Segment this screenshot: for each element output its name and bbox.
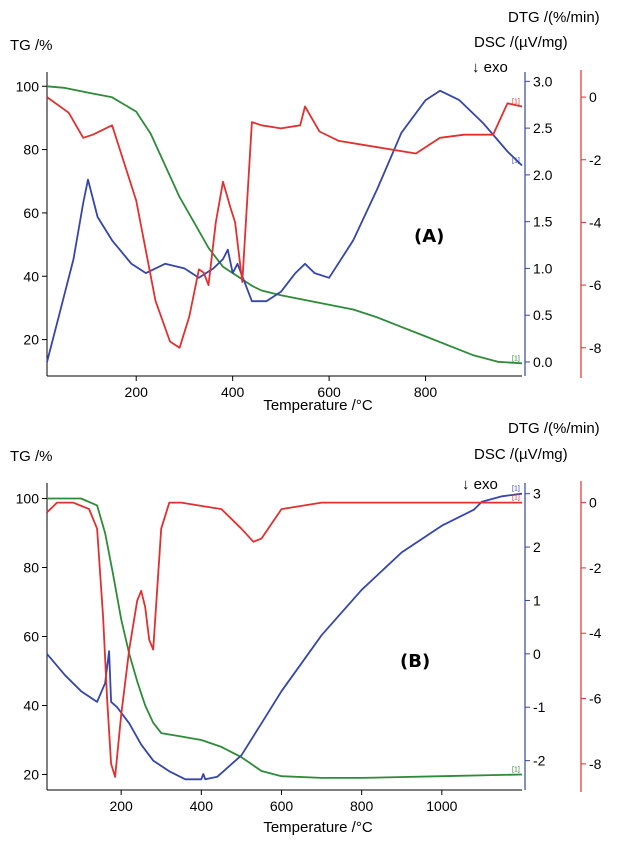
dtg-curve bbox=[46, 501, 522, 778]
x-axis-title: Temperature /°C bbox=[263, 397, 373, 414]
tg-tick-label: 80 bbox=[23, 560, 39, 576]
dtg-tick-label: 0 bbox=[589, 495, 597, 511]
x-tick-label: 200 bbox=[109, 798, 133, 814]
dsc-tick-label: -2 bbox=[533, 753, 546, 769]
dsc-tick-label: 3.0 bbox=[533, 73, 553, 89]
dtg-axis-title: DTG /(%/min) bbox=[508, 420, 600, 437]
panel-label: (B) bbox=[400, 651, 430, 672]
dsc-tick-label: 1 bbox=[533, 592, 541, 608]
tg-curve bbox=[46, 85, 523, 365]
x-tick-label: 1000 bbox=[426, 798, 457, 814]
tg-tick-label: 80 bbox=[23, 142, 39, 158]
dtg-tick-label: -2 bbox=[589, 560, 602, 576]
dsc-curve-end-marker: [1] bbox=[512, 158, 520, 165]
x-tick-label: 800 bbox=[414, 384, 438, 400]
tg-curve-end-marker: [1] bbox=[512, 766, 520, 773]
x-tick-label: 600 bbox=[270, 798, 294, 814]
dsc-tick-label: 1.0 bbox=[533, 260, 553, 276]
dtg-tick-label: -8 bbox=[589, 340, 602, 356]
dtg-axis-title: DTG /(%/min) bbox=[508, 9, 600, 26]
tg-tick-label: 100 bbox=[16, 491, 40, 507]
dtg-tick-label: -4 bbox=[589, 625, 602, 641]
exo-indicator: ↓ exo bbox=[462, 476, 498, 493]
tg-axis-title: TG /% bbox=[10, 37, 53, 54]
dsc-tick-label: 0.5 bbox=[533, 307, 553, 323]
dsc-tick-label: -1 bbox=[533, 699, 546, 715]
tg-tick-label: 40 bbox=[23, 268, 39, 284]
dtg-curve bbox=[46, 96, 523, 349]
x-tick-label: 800 bbox=[350, 798, 374, 814]
dsc-tick-label: 2.5 bbox=[533, 120, 553, 136]
dtg-tick-label: -4 bbox=[589, 214, 602, 230]
dsc-curve bbox=[46, 492, 523, 781]
tg-curve-end-marker: [1] bbox=[512, 355, 520, 362]
dsc-axis-title: DSC /(µV/mg) bbox=[474, 34, 568, 51]
dsc-axis-title: DSC /(µV/mg) bbox=[474, 446, 568, 463]
tg-tick-label: 40 bbox=[23, 697, 39, 713]
x-tick-label: 400 bbox=[221, 384, 245, 400]
dtg-curve-end-marker: [1] bbox=[512, 98, 520, 105]
x-tick-label: 400 bbox=[190, 798, 214, 814]
dtg-curve-end-marker: [1] bbox=[512, 495, 520, 502]
dsc-curve bbox=[46, 89, 523, 363]
chart-panel-b: 200 400 600 800 1000 20 40 60 80 100 -2 -1 0 1 2 3 -8 -6 -… bbox=[10, 420, 602, 836]
tg-tick-label: 20 bbox=[23, 332, 39, 348]
x-axis-title: Temperature /°C bbox=[263, 819, 373, 836]
dsc-tick-label: 2.0 bbox=[533, 167, 553, 183]
dsc-tick-label: 3 bbox=[533, 486, 541, 502]
panel-label: (A) bbox=[414, 226, 444, 247]
chart-panel-a: 200 400 600 800 20 40 60 80 100 0.0 0.5 1.0 1.5 2.0 2.… bbox=[10, 9, 602, 414]
dsc-curve-end-marker: [1] bbox=[512, 486, 520, 493]
dsc-tick-label: 0 bbox=[533, 646, 541, 662]
dsc-tick-label: 1.5 bbox=[533, 214, 553, 230]
x-tick-label: 600 bbox=[317, 384, 341, 400]
exo-indicator: ↓ exo bbox=[472, 59, 508, 76]
x-tick-label: 200 bbox=[125, 384, 149, 400]
tg-tick-label: 20 bbox=[23, 766, 39, 782]
tg-tick-label: 60 bbox=[23, 205, 39, 221]
tg-tick-label: 100 bbox=[16, 78, 40, 94]
tg-axis-title: TG /% bbox=[10, 448, 53, 465]
dsc-tick-label: 0.0 bbox=[533, 354, 553, 370]
dtg-tick-label: 0 bbox=[589, 89, 597, 105]
dtg-tick-label: -2 bbox=[589, 152, 602, 168]
dsc-tick-label: 2 bbox=[533, 539, 541, 555]
dtg-tick-label: -8 bbox=[589, 756, 602, 772]
tg-curve bbox=[47, 497, 523, 779]
tg-tick-label: 60 bbox=[23, 629, 39, 645]
dtg-tick-label: -6 bbox=[589, 691, 602, 707]
dtg-tick-label: -6 bbox=[589, 277, 602, 293]
